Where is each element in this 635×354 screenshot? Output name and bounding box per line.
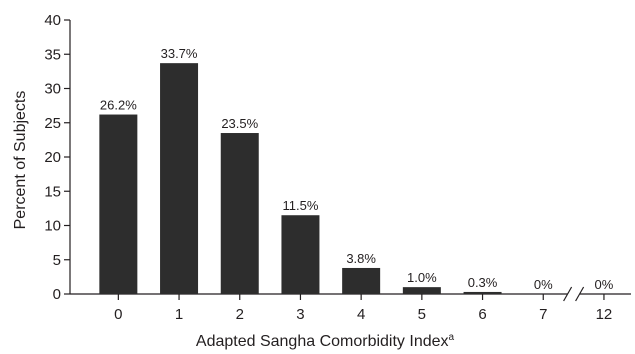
y-tick-label: 15 xyxy=(44,183,61,200)
bar-data-label: 3.8% xyxy=(346,251,376,266)
bar xyxy=(463,291,502,294)
bar-data-label: 0% xyxy=(534,277,553,292)
bar-data-label: 1.0% xyxy=(407,270,437,285)
x-tick-label: 3 xyxy=(296,306,304,323)
bar-data-label: 33.7% xyxy=(161,46,198,61)
y-axis-title: Percent of Subjects xyxy=(12,91,29,230)
x-tick-label: 7 xyxy=(539,306,547,323)
x-axis-title: Adapted Sangha Comorbidity Indexa xyxy=(196,332,455,350)
bar-data-label: 23.5% xyxy=(221,116,258,131)
y-tick-label: 35 xyxy=(44,46,61,63)
axis-break-mark xyxy=(563,286,573,302)
bar xyxy=(220,133,259,294)
x-tick-label: 2 xyxy=(236,306,244,323)
y-tick-label: 40 xyxy=(44,12,61,29)
x-axis-title-superscript: a xyxy=(449,332,455,343)
data-labels: 26.2% 33.7% 23.5% 11.5% 3.8% 1.0% 0.3% 0% 0% xyxy=(100,46,614,292)
y-axis: 0 5 10 15 20 25 30 35 40 xyxy=(44,12,71,303)
y-tick-label: 20 xyxy=(44,149,61,166)
y-tick-label: 0 xyxy=(53,286,61,303)
axis-break-mark xyxy=(575,286,585,302)
bar xyxy=(402,287,441,294)
bar-data-label: 11.5% xyxy=(282,198,318,213)
bar xyxy=(342,267,381,294)
bar xyxy=(160,63,199,294)
x-tick-label: 0 xyxy=(114,306,122,323)
y-tick-label: 5 xyxy=(53,252,61,269)
y-tick-label: 25 xyxy=(44,115,61,132)
bars xyxy=(99,63,502,294)
x-tick-label: 12 xyxy=(596,306,613,323)
x-axis: 0 1 2 3 4 5 6 7 12 xyxy=(70,286,631,323)
y-tick-label: 10 xyxy=(44,218,61,235)
x-tick-label: 5 xyxy=(418,306,426,323)
x-tick-label: 4 xyxy=(357,306,365,323)
x-tick-label: 6 xyxy=(478,306,486,323)
bar-data-label: 0.3% xyxy=(468,275,498,290)
bar-data-label: 26.2% xyxy=(100,98,137,113)
bar-data-label: 0% xyxy=(595,277,614,292)
y-tick-label: 30 xyxy=(44,81,61,98)
bar xyxy=(99,114,138,294)
x-tick-label: 1 xyxy=(175,306,183,323)
bar xyxy=(281,215,320,294)
x-axis-title-text: Adapted Sangha Comorbidity Index xyxy=(196,333,449,350)
